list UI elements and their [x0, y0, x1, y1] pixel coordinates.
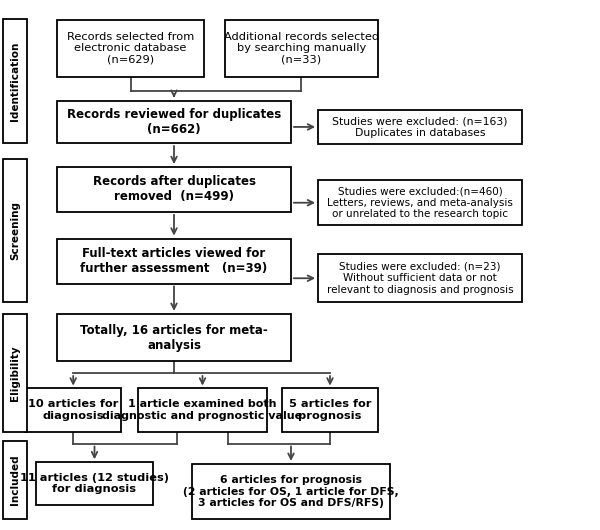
Text: Full-text articles viewed for
further assessment   (n=39): Full-text articles viewed for further as… — [80, 247, 268, 275]
Text: Studies were excluded: (n=23)
Without sufficient data or not
relevant to diagnos: Studies were excluded: (n=23) Without su… — [326, 262, 514, 295]
FancyBboxPatch shape — [3, 314, 27, 432]
Text: 1 article examined both
diagnostic and prognostic value: 1 article examined both diagnostic and p… — [103, 400, 302, 421]
Text: Identification: Identification — [10, 41, 20, 120]
Text: Studies were excluded:(n=460)
Letters, reviews, and meta-analysis
or unrelated t: Studies were excluded:(n=460) Letters, r… — [327, 186, 513, 219]
Text: 11 articles (12 studies)
for diagnosis: 11 articles (12 studies) for diagnosis — [20, 473, 169, 494]
FancyBboxPatch shape — [25, 388, 121, 432]
FancyBboxPatch shape — [57, 20, 204, 77]
FancyBboxPatch shape — [3, 19, 27, 143]
Text: 5 articles for
prognosis: 5 articles for prognosis — [289, 400, 371, 421]
Text: 6 articles for prognosis
(2 articles for OS, 1 article for DFS,
3 articles for O: 6 articles for prognosis (2 articles for… — [183, 475, 399, 508]
Text: Records after duplicates
removed  (n=499): Records after duplicates removed (n=499) — [92, 175, 256, 204]
FancyBboxPatch shape — [138, 388, 267, 432]
FancyBboxPatch shape — [57, 167, 291, 212]
FancyBboxPatch shape — [192, 464, 390, 519]
Text: Eligibility: Eligibility — [10, 345, 20, 401]
Text: Totally, 16 articles for meta-
analysis: Totally, 16 articles for meta- analysis — [80, 324, 268, 351]
Text: Studies were excluded: (n=163)
Duplicates in databases: Studies were excluded: (n=163) Duplicate… — [332, 116, 508, 138]
FancyBboxPatch shape — [36, 462, 153, 505]
FancyBboxPatch shape — [3, 441, 27, 519]
Text: Additional records selected
by searching manually
(n=33): Additional records selected by searching… — [224, 32, 379, 65]
FancyBboxPatch shape — [3, 159, 27, 302]
Text: Records reviewed for duplicates
(n=662): Records reviewed for duplicates (n=662) — [67, 108, 281, 136]
FancyBboxPatch shape — [57, 101, 291, 143]
FancyBboxPatch shape — [225, 20, 378, 77]
Text: 10 articles for
diagnosis: 10 articles for diagnosis — [28, 400, 118, 421]
Text: Records selected from
electronic database
(n=629): Records selected from electronic databas… — [67, 32, 194, 65]
FancyBboxPatch shape — [318, 110, 522, 144]
Text: Screening: Screening — [10, 201, 20, 260]
FancyBboxPatch shape — [318, 254, 522, 302]
FancyBboxPatch shape — [318, 180, 522, 225]
FancyBboxPatch shape — [57, 314, 291, 361]
Text: Included: Included — [10, 455, 20, 506]
FancyBboxPatch shape — [57, 238, 291, 284]
FancyBboxPatch shape — [282, 388, 378, 432]
